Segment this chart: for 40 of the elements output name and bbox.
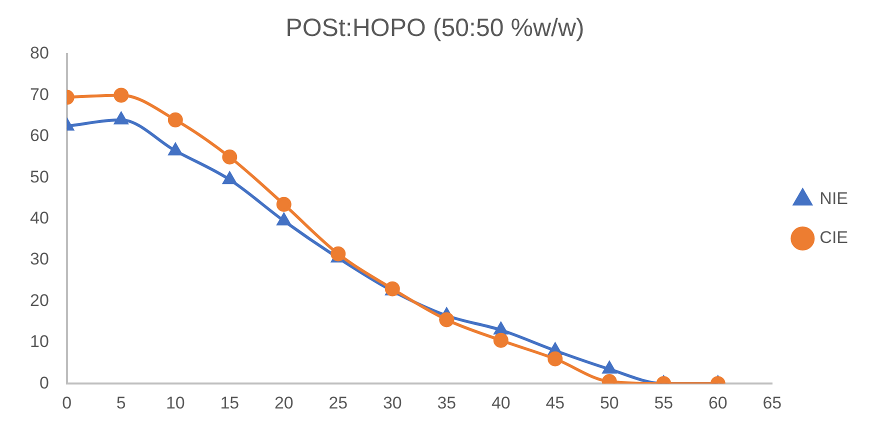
point [114, 88, 129, 103]
legend-label: CIE [820, 228, 848, 248]
legend-label: NIE [820, 189, 848, 208]
x-tick-label: 20 [274, 393, 294, 412]
chart-title: POSt:HOPO (50:50 %w/w) [286, 14, 584, 42]
x-tick-label: 5 [116, 393, 126, 412]
x-tick-label: 50 [600, 393, 619, 412]
y-tick-label: 20 [30, 290, 49, 310]
point [168, 112, 183, 128]
x-tick-label: 25 [328, 393, 348, 412]
x-tick-label: 65 [762, 393, 782, 412]
point [548, 351, 563, 366]
point [222, 150, 238, 164]
x-tick-label: 35 [437, 393, 456, 412]
x-tick-label: 15 [220, 393, 240, 412]
point [330, 246, 346, 262]
y-tick-label: 70 [30, 84, 49, 104]
y-tick-label: 50 [30, 167, 49, 186]
x-tick-label: 45 [546, 393, 565, 412]
point [168, 143, 182, 156]
y-tick-label: 40 [30, 208, 49, 228]
x-tick-label: 60 [708, 393, 728, 412]
x-tick-label: 55 [654, 393, 674, 412]
y-tick-label: 0 [39, 373, 49, 392]
point [222, 172, 236, 184]
point [602, 362, 616, 374]
x-tick-label: 40 [491, 393, 510, 412]
y-tick-label: 80 [30, 44, 49, 63]
point [114, 112, 128, 124]
point [494, 322, 508, 335]
point [493, 332, 508, 348]
y-tick-label: 60 [30, 126, 49, 146]
y-tick-label: 30 [30, 250, 49, 269]
x-tick-label: 10 [166, 393, 185, 412]
x-tick-label: 30 [382, 393, 402, 412]
point [277, 213, 291, 226]
point [439, 312, 454, 328]
y-tick-label: 10 [30, 332, 49, 352]
point [276, 196, 292, 212]
x-tick-label: 0 [62, 393, 72, 412]
